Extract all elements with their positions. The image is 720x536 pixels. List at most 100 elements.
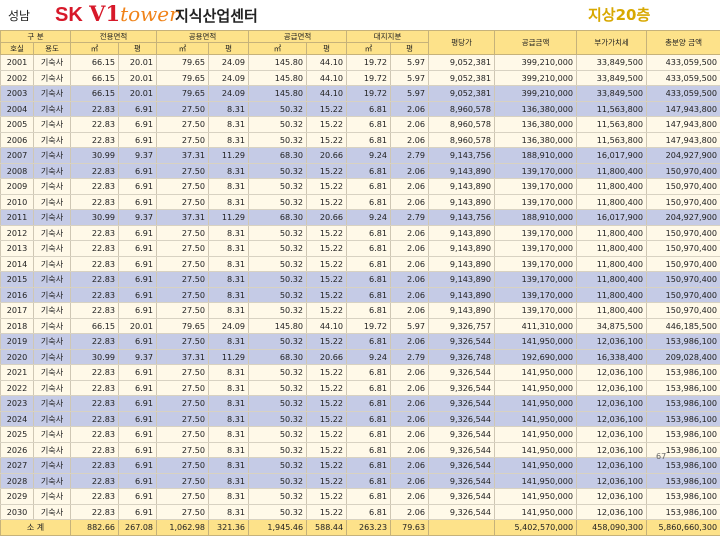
cell-total-price: 150,970,400 [647,256,720,272]
cell-common-m2: 27.50 [157,504,209,520]
cell-supply-amount: 141,950,000 [495,334,577,350]
logo-tower: tower [120,2,179,26]
cell-total-price: 153,986,100 [647,504,720,520]
cell-vat: 33,849,500 [577,70,647,86]
cell-supply-amount: 139,170,000 [495,225,577,241]
cell-vat: 12,036,100 [577,411,647,427]
cell-exclusive-pyeong: 6.91 [119,365,157,381]
cell-use-type: 기숙사 [34,148,71,164]
cell-price-per-pyeong: 9,143,890 [429,163,495,179]
cell-common-pyeong: 8.31 [209,101,249,117]
cell-common-pyeong: 8.31 [209,303,249,319]
cell-exclusive-m2: 22.83 [71,256,119,272]
cell-total-price: 147,943,800 [647,117,720,133]
cell-unit-number: 2007 [1,148,34,164]
cell-supply-pyeong: 15.22 [307,272,347,288]
cell-supply-amount: 188,910,000 [495,210,577,226]
cell-vat: 33,849,500 [577,86,647,102]
cell-price-per-pyeong: 9,143,890 [429,303,495,319]
cell-land-pyeong: 2.06 [391,225,429,241]
cell-supply-m2: 68.30 [249,148,307,164]
cell-vat: 11,800,400 [577,303,647,319]
cell-supply-m2: 50.32 [249,504,307,520]
group-header-row: 구 분 전용면적 공용면적 공급면적 대지지분 평당가 공급금액 부가가치세 총… [1,31,720,43]
cell-total-price: 433,059,500 [647,86,720,102]
cell-common-pyeong: 11.29 [209,210,249,226]
cell-supply-pyeong: 44.10 [307,70,347,86]
cell-supply-pyeong: 15.22 [307,117,347,133]
cell-total-price: 433,059,500 [647,70,720,86]
cell-common-pyeong: 8.31 [209,179,249,195]
cell-exclusive-m2: 66.15 [71,55,119,71]
col-group-category: 구 분 [1,31,71,43]
cell-use-type: 기숙사 [34,396,71,412]
cell-common-pyeong: 8.31 [209,287,249,303]
cell-common-pyeong: 8.31 [209,396,249,412]
cell-price-per-pyeong: 9,326,757 [429,318,495,334]
cell-vat: 11,563,800 [577,101,647,117]
cell-exclusive-m2: 22.83 [71,272,119,288]
cell-unit-number: 2024 [1,411,34,427]
cell-supply-m2: 50.32 [249,225,307,241]
cell-common-pyeong: 8.31 [209,132,249,148]
cell-supply-amount: 141,950,000 [495,365,577,381]
cell-supply-pyeong: 15.22 [307,225,347,241]
col-supply-m2: ㎡ [249,43,307,55]
cell-common-m2: 27.50 [157,365,209,381]
cell-supply-pyeong: 15.22 [307,256,347,272]
subtotal-supply-m2: 1,945.46 [249,520,307,536]
cell-price-per-pyeong: 9,326,544 [429,458,495,474]
cell-supply-m2: 50.32 [249,473,307,489]
col-supply-pyeong: 평 [307,43,347,55]
cell-exclusive-m2: 22.83 [71,101,119,117]
cell-use-type: 기숙사 [34,86,71,102]
cell-price-per-pyeong: 9,326,544 [429,396,495,412]
cell-land-pyeong: 2.06 [391,256,429,272]
cell-land-m2: 6.81 [347,334,391,350]
cell-unit-number: 2029 [1,489,34,505]
cell-supply-amount: 192,690,000 [495,349,577,365]
cell-exclusive-m2: 22.83 [71,427,119,443]
cell-common-m2: 27.50 [157,287,209,303]
cell-supply-pyeong: 15.22 [307,489,347,505]
cell-exclusive-m2: 66.15 [71,318,119,334]
cell-land-m2: 6.81 [347,163,391,179]
cell-land-m2: 6.81 [347,179,391,195]
cell-land-m2: 19.72 [347,70,391,86]
cell-land-pyeong: 2.06 [391,132,429,148]
sk-v1-tower-logo: SK V1tower [55,3,179,26]
cell-exclusive-pyeong: 20.01 [119,55,157,71]
col-price-per-pyeong: 평당가 [429,31,495,55]
cell-price-per-pyeong: 9,052,381 [429,70,495,86]
cell-supply-pyeong: 15.22 [307,473,347,489]
cell-common-m2: 27.50 [157,473,209,489]
cell-exclusive-pyeong: 6.91 [119,225,157,241]
cell-supply-amount: 141,950,000 [495,473,577,489]
cell-supply-m2: 50.32 [249,117,307,133]
logo-sk: SK [55,4,83,26]
cell-price-per-pyeong: 9,143,890 [429,287,495,303]
subtotal-exclusive-m2: 882.66 [71,520,119,536]
cell-use-type: 기숙사 [34,179,71,195]
cell-supply-amount: 188,910,000 [495,148,577,164]
cell-use-type: 기숙사 [34,427,71,443]
cell-supply-m2: 50.32 [249,272,307,288]
col-common-m2: ㎡ [157,43,209,55]
cell-land-pyeong: 2.06 [391,380,429,396]
col-land-pyeong: 평 [391,43,429,55]
cell-unit-number: 2027 [1,458,34,474]
cell-land-pyeong: 2.06 [391,179,429,195]
cell-vat: 33,849,500 [577,55,647,71]
cell-common-pyeong: 8.31 [209,194,249,210]
cell-total-price: 147,943,800 [647,132,720,148]
cell-common-m2: 27.50 [157,458,209,474]
cell-total-price: 153,986,100 [647,473,720,489]
cell-use-type: 기숙사 [34,365,71,381]
cell-use-type: 기숙사 [34,318,71,334]
cell-exclusive-pyeong: 6.91 [119,287,157,303]
